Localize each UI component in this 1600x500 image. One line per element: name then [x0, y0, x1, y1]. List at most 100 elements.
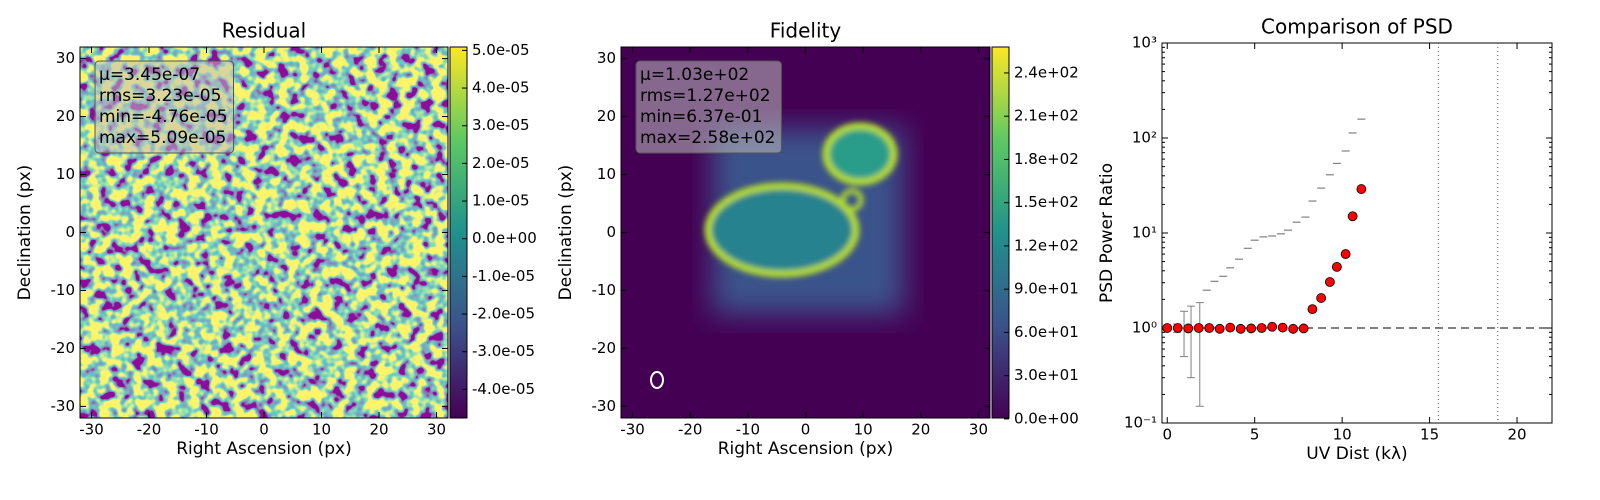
stats-text: μ=3.45e-07 [99, 65, 200, 85]
chart-title: Fidelity [770, 19, 842, 43]
point [1246, 323, 1257, 334]
y-tick-label: 10⁰ [1132, 319, 1157, 337]
colorbar [991, 46, 1010, 419]
y-tick-label: 0 [606, 223, 616, 241]
y-tick-label: -20 [592, 339, 617, 357]
stats-text: min=6.37e-01 [640, 107, 762, 127]
y-tick-label: 10³ [1132, 34, 1157, 52]
y-tick-label: -30 [592, 397, 617, 415]
point [1235, 323, 1246, 334]
colorbar-tick-label: 3.0e+01 [1014, 366, 1079, 384]
stats-box [635, 60, 782, 154]
x-tick-label: 20 [369, 421, 388, 439]
x-tick-label: -10 [194, 421, 219, 439]
colorbar-tick-label: 9.0e+01 [1014, 280, 1079, 298]
stats-text: μ=1.03e+02 [640, 65, 749, 85]
x-tick-label: 15 [1420, 426, 1439, 444]
x-tick-label: 10 [312, 421, 331, 439]
point [1331, 261, 1342, 272]
colorbar-tick-label: -4.0e-05 [472, 380, 535, 398]
chart-title: Residual [222, 19, 306, 43]
y-tick-label: 0 [65, 223, 75, 241]
y-tick-label: -10 [51, 281, 76, 299]
y-tick-label: 10¹ [1132, 224, 1157, 242]
colorbar-tick-label: -2.0e-05 [472, 305, 535, 323]
x-tick-label: 5 [1250, 426, 1260, 444]
x-tick-label: 0 [1162, 426, 1172, 444]
colorbar-tick-label: 2.0e-05 [472, 154, 530, 172]
colorbar-tick-label: 0.0e+00 [1014, 409, 1079, 427]
colorbar-tick-label: 1.2e+02 [1014, 236, 1079, 254]
colorbar-tick-label: 5.0e-05 [472, 41, 530, 59]
point [1316, 293, 1327, 303]
point [1307, 304, 1318, 315]
colorbar-tick-label: 2.4e+02 [1014, 63, 1079, 81]
x-axis-label: UV Dist (kλ) [1306, 444, 1407, 464]
colorbar-tick-label: -3.0e-05 [472, 342, 535, 360]
point [1324, 277, 1335, 287]
point [1267, 321, 1278, 332]
stats-text: max=2.58e+02 [640, 128, 775, 148]
x-axis-label: Right Ascension (px) [176, 439, 352, 459]
colorbar-tick-label: 4.0e-05 [472, 79, 530, 97]
point [1183, 323, 1194, 334]
y-tick-label: 20 [597, 107, 616, 125]
point [1193, 323, 1204, 333]
stats-text: min=-4.76e-05 [99, 107, 228, 127]
x-tick-label: 10 [854, 421, 873, 439]
x-tick-label: 10 [1333, 426, 1352, 444]
colorbar-tick-label: 1.8e+02 [1014, 150, 1079, 168]
y-axis-label: PSD Power Ratio [1097, 163, 1117, 303]
point [1256, 323, 1267, 333]
y-tick-label: -20 [51, 339, 76, 357]
colorbar [449, 46, 468, 419]
y-tick-label: 10⁻¹ [1124, 414, 1157, 432]
colorbar-tick-label: 0.0e+00 [472, 229, 537, 247]
y-tick-label: -30 [51, 397, 76, 415]
point [1214, 323, 1225, 334]
point [1204, 323, 1215, 333]
y-axis-label: Declination (px) [15, 165, 35, 301]
y-tick-label: 10² [1132, 129, 1157, 147]
colorbar-tick-label: -1.0e-05 [472, 267, 535, 285]
point [1277, 322, 1288, 333]
point [1172, 323, 1183, 333]
axes-frame [1161, 42, 1553, 424]
point [1225, 322, 1236, 333]
stats-text: rms=1.27e+02 [640, 86, 771, 106]
point [1162, 323, 1173, 333]
colorbar-tick-label: 3.0e-05 [472, 116, 530, 134]
stats-box [94, 60, 235, 154]
chart-title: Comparison of PSD [1261, 15, 1453, 39]
x-tick-label: 30 [969, 421, 988, 439]
point [1288, 323, 1299, 334]
x-axis-label: Right Ascension (px) [718, 439, 894, 459]
colorbar-tick-label: 1.0e-05 [472, 192, 530, 210]
x-tick-label: -10 [736, 421, 761, 439]
x-tick-label: -20 [678, 421, 703, 439]
point [1356, 184, 1367, 194]
x-tick-label: -30 [79, 421, 104, 439]
colorbar-tick-label: 1.5e+02 [1014, 193, 1079, 211]
y-tick-label: 30 [56, 49, 75, 67]
y-tick-label: 10 [597, 165, 616, 183]
point [1298, 323, 1309, 334]
point [1347, 211, 1358, 222]
colorbar-tick-label: 2.1e+02 [1014, 107, 1079, 125]
point [1340, 249, 1351, 259]
y-axis-label: Declination (px) [556, 165, 576, 301]
y-tick-label: 10 [56, 165, 75, 183]
stats-text: rms=3.23e-05 [99, 86, 221, 106]
x-tick-label: 30 [427, 421, 446, 439]
x-tick-label: 0 [259, 421, 269, 439]
x-tick-label: 0 [801, 421, 811, 439]
x-tick-label: -30 [620, 421, 645, 439]
colorbar-tick-label: 6.0e+01 [1014, 323, 1079, 341]
y-tick-label: -10 [592, 281, 617, 299]
stats-text: max=5.09e-05 [99, 128, 226, 148]
y-tick-label: 20 [56, 107, 75, 125]
x-tick-label: 20 [1507, 426, 1526, 444]
x-tick-label: 20 [911, 421, 930, 439]
